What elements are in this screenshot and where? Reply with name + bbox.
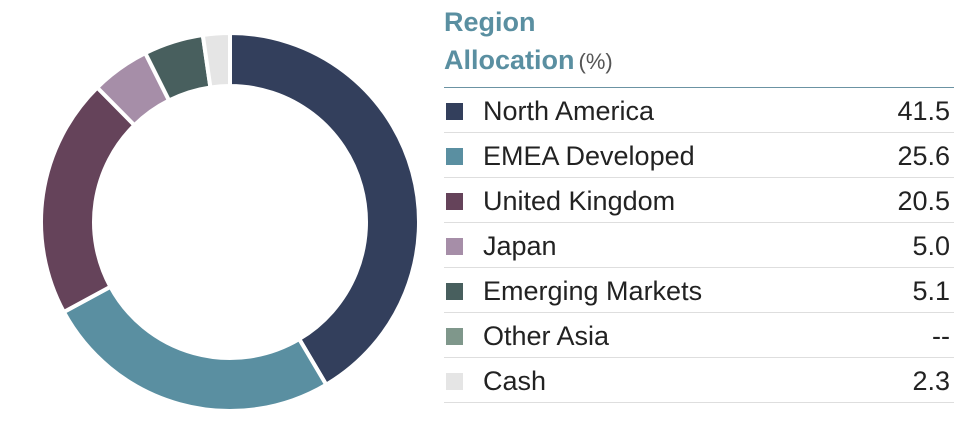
chart-title-line1: Region xyxy=(444,7,536,37)
legend-table: North America 41.5 EMEA Developed 25.6 Unite… xyxy=(444,88,954,403)
donut-slice xyxy=(61,284,329,413)
legend-row: EMEA Developed 25.6 xyxy=(444,133,954,178)
legend-value: 20.5 xyxy=(897,186,950,216)
legend-swatch xyxy=(446,148,463,165)
donut-chart xyxy=(39,30,421,413)
legend-swatch xyxy=(446,328,463,345)
legend-value: 41.5 xyxy=(897,96,950,126)
legend-row: United Kingdom 20.5 xyxy=(444,178,954,223)
legend-label: Emerging Markets xyxy=(483,276,703,306)
chart-unit: (%) xyxy=(578,49,613,74)
legend-swatch xyxy=(446,238,463,255)
legend-label: United Kingdom xyxy=(483,186,676,216)
legend-value: 25.6 xyxy=(897,141,950,171)
title-divider xyxy=(444,87,954,88)
legend-row: Cash 2.3 xyxy=(444,358,954,403)
legend-swatch xyxy=(446,103,463,120)
chart-title: Region Allocation (%) xyxy=(444,0,954,81)
legend-value: 2.3 xyxy=(912,366,950,396)
legend-swatch xyxy=(446,283,463,300)
legend-panel: Region Allocation (%) North America 41.5 EM… xyxy=(444,0,954,403)
legend-row: Other Asia -- xyxy=(444,313,954,358)
legend-label: EMEA Developed xyxy=(483,141,695,171)
legend-swatch xyxy=(446,373,463,390)
legend-label: North America xyxy=(483,96,655,126)
legend-label: Other Asia xyxy=(483,321,610,351)
legend-swatch xyxy=(446,193,463,210)
chart-title-line2: Allocation xyxy=(444,45,575,75)
legend-value: 5.0 xyxy=(912,231,950,261)
legend-value: -- xyxy=(932,321,950,351)
legend-value: 5.1 xyxy=(912,276,950,306)
legend-label: Cash xyxy=(483,366,547,396)
legend-row: Japan 5.0 xyxy=(444,223,954,268)
legend-row: Emerging Markets 5.1 xyxy=(444,268,954,313)
donut-slice xyxy=(228,30,421,388)
legend-row: North America 41.5 xyxy=(444,88,954,133)
donut-slice xyxy=(200,30,232,90)
legend-label: Japan xyxy=(483,231,557,261)
donut-slice xyxy=(39,84,138,315)
